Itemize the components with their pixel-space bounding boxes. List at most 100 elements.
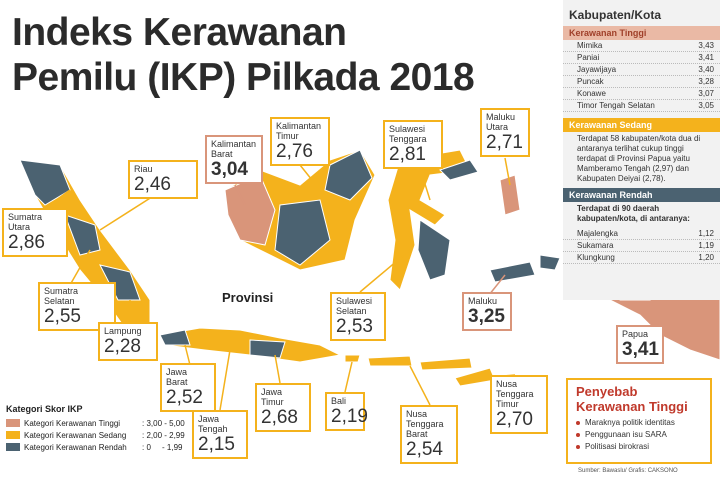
cause-text: Penggunaan isu SARA bbox=[585, 430, 667, 439]
province-score: 2,52 bbox=[166, 387, 203, 408]
province-name: Papua bbox=[622, 329, 649, 339]
legend-label: Kategori Kerawanan Sedang bbox=[24, 430, 127, 440]
row-name: Klungkung bbox=[577, 253, 615, 262]
province-name: Riau bbox=[134, 164, 153, 174]
cause-text: Politisasi birokrasi bbox=[585, 442, 650, 451]
province-name: Jawa Timur bbox=[261, 387, 284, 407]
section-heading: Kerawanan Tinggi bbox=[563, 26, 720, 40]
row-score: 3,05 bbox=[698, 101, 714, 110]
row-score: 3,41 bbox=[698, 53, 714, 62]
row-score: 3,40 bbox=[698, 65, 714, 74]
row-score: 1,20 bbox=[698, 253, 714, 262]
province-name: Lampung bbox=[104, 326, 142, 336]
province-name: Jawa Barat bbox=[166, 367, 188, 387]
callout: Nusa Tenggara Barat 2,54 bbox=[400, 405, 458, 464]
legend-swatch bbox=[6, 431, 20, 439]
row-name: Konawe bbox=[577, 89, 606, 98]
legend-range: : 2,00 - 2,99 bbox=[142, 430, 185, 440]
callout: Sumatra Utara 2,86 bbox=[2, 208, 68, 257]
title-line: Indeks Kerawanan bbox=[12, 11, 347, 54]
high-rows: Mimika 3,43 Paniai 3,41 Jayawijaya 3,40 Puncak… bbox=[563, 40, 720, 112]
legend-range: : 3,00 - 5,00 bbox=[142, 418, 185, 428]
callout: Jawa Tengah 2,15 bbox=[192, 410, 248, 459]
province-name: Jawa Tengah bbox=[198, 414, 228, 434]
province-score: 2,15 bbox=[198, 434, 235, 455]
callout: Sulawesi Selatan 2,53 bbox=[330, 292, 386, 341]
province-score: 3,25 bbox=[468, 306, 505, 327]
province-score: 2,46 bbox=[134, 174, 171, 195]
table-row: Sukamara 1,19 bbox=[563, 240, 720, 252]
province-score: 3,04 bbox=[211, 159, 248, 180]
section-text: Terdapat di 90 daerah kabupaten/kota, di… bbox=[577, 204, 690, 223]
province-name: Bali bbox=[331, 396, 347, 406]
map-label: Provinsi bbox=[222, 290, 274, 305]
province-name: Kalimantan Barat bbox=[211, 139, 257, 159]
callout: Riau 2,46 bbox=[128, 160, 198, 199]
province-score: 2,28 bbox=[104, 336, 141, 357]
legend: Kategori Skor IKP Kategori Kerawanan Tin… bbox=[6, 404, 185, 453]
cause-item: Penggunaan isu SARA bbox=[576, 429, 702, 441]
low-rows: Majalengka 1,12 Sukamara 1,19 Klungkung 1,20 bbox=[563, 228, 720, 264]
province-name: Sulawesi Selatan bbox=[336, 296, 373, 316]
province-score: 2,53 bbox=[336, 316, 373, 337]
cause-item: Maraknya politik identitas bbox=[576, 417, 702, 429]
callout: Maluku 3,25 bbox=[462, 292, 512, 331]
row-name: Mimika bbox=[577, 41, 603, 50]
row-score: 3,43 bbox=[698, 41, 714, 50]
province-score: 3,41 bbox=[622, 339, 659, 360]
province-name: Nusa Tenggara Timur bbox=[496, 379, 534, 409]
row-name: Paniai bbox=[577, 53, 600, 62]
callout: Sulawesi Tenggara 2,81 bbox=[383, 120, 443, 169]
causes-list: Maraknya politik identitas Penggunaan isu… bbox=[576, 417, 702, 453]
legend-title: Kategori Skor IKP bbox=[6, 404, 83, 414]
province-score: 2,19 bbox=[331, 406, 368, 427]
row-name: Majalengka bbox=[577, 229, 618, 238]
section-text: Terdapat 58 kabupaten/kota dua di antara… bbox=[577, 134, 701, 183]
province-name: Sulawesi Tenggara bbox=[389, 124, 427, 144]
legend-swatch bbox=[6, 443, 20, 451]
row-score: 3,07 bbox=[698, 89, 714, 98]
row-score: 1,19 bbox=[698, 241, 714, 250]
table-row: Majalengka 1,12 bbox=[563, 228, 720, 240]
legend-item: Kategori Kerawanan Tinggi : 3,00 - 5,00 bbox=[6, 417, 185, 429]
province-name: Sumatra Utara bbox=[8, 212, 43, 232]
bullet bbox=[576, 420, 580, 425]
legend-label: Kategori Kerawanan Rendah bbox=[24, 442, 127, 452]
title-line: Pemilu (IKP) Pilkada 2018 bbox=[12, 56, 475, 99]
province-score: 2,86 bbox=[8, 232, 45, 253]
province-score: 2,81 bbox=[389, 144, 426, 165]
legend-range: : 0 - 1,99 bbox=[142, 442, 183, 452]
panel: Kabupaten/Kota Kerawanan Tinggi Mimika 3,… bbox=[563, 0, 720, 300]
province-name: Maluku bbox=[468, 296, 498, 306]
legend-items: Kategori Kerawanan Tinggi: 3,00 - 5,00 Ka… bbox=[6, 417, 185, 453]
province-name: Maluku Utara bbox=[486, 112, 516, 132]
callout: Jawa Timur 2,68 bbox=[255, 383, 311, 432]
table-row: Puncak 3,28 bbox=[563, 76, 720, 88]
province-score: 2,70 bbox=[496, 409, 533, 430]
province-name: Nusa Tenggara Barat bbox=[406, 409, 444, 439]
legend-label: Kategori Kerawanan Tinggi bbox=[24, 418, 121, 428]
callout: Maluku Utara 2,71 bbox=[480, 108, 530, 157]
province-score: 2,68 bbox=[261, 407, 298, 428]
causes-title: Penyebab Kerawanan Tinggi bbox=[576, 384, 688, 414]
callout: Kalimantan Barat 3,04 bbox=[205, 135, 263, 184]
bullet bbox=[576, 444, 580, 449]
row-score: 3,28 bbox=[698, 77, 714, 86]
legend-item: Kategori Kerawanan Sedang : 2,00 - 2,99 bbox=[6, 429, 185, 441]
callout: Kalimantan Timur 2,76 bbox=[270, 117, 330, 166]
row-score: 1,12 bbox=[698, 229, 714, 238]
callout: Papua 3,41 bbox=[616, 325, 664, 364]
row-name: Timor Tengah Selatan bbox=[577, 101, 655, 110]
province-score: 2,71 bbox=[486, 132, 523, 153]
callout: Nusa Tenggara Timur 2,70 bbox=[490, 375, 548, 434]
province-name: Kalimantan Timur bbox=[276, 121, 322, 141]
section-heading: Kerawanan Sedang bbox=[563, 118, 720, 132]
panel-title: Kabupaten/Kota bbox=[569, 8, 662, 22]
callout: Sumatra Selatan 2,55 bbox=[38, 282, 116, 331]
table-row: Mimika 3,43 bbox=[563, 40, 720, 52]
title: Indeks Kerawanan Pemilu (IKP) Pilkada 20… bbox=[12, 10, 475, 100]
legend-swatch bbox=[6, 419, 20, 427]
province-name: Sumatra Selatan bbox=[44, 286, 79, 306]
table-row: Jayawijaya 3,40 bbox=[563, 64, 720, 76]
